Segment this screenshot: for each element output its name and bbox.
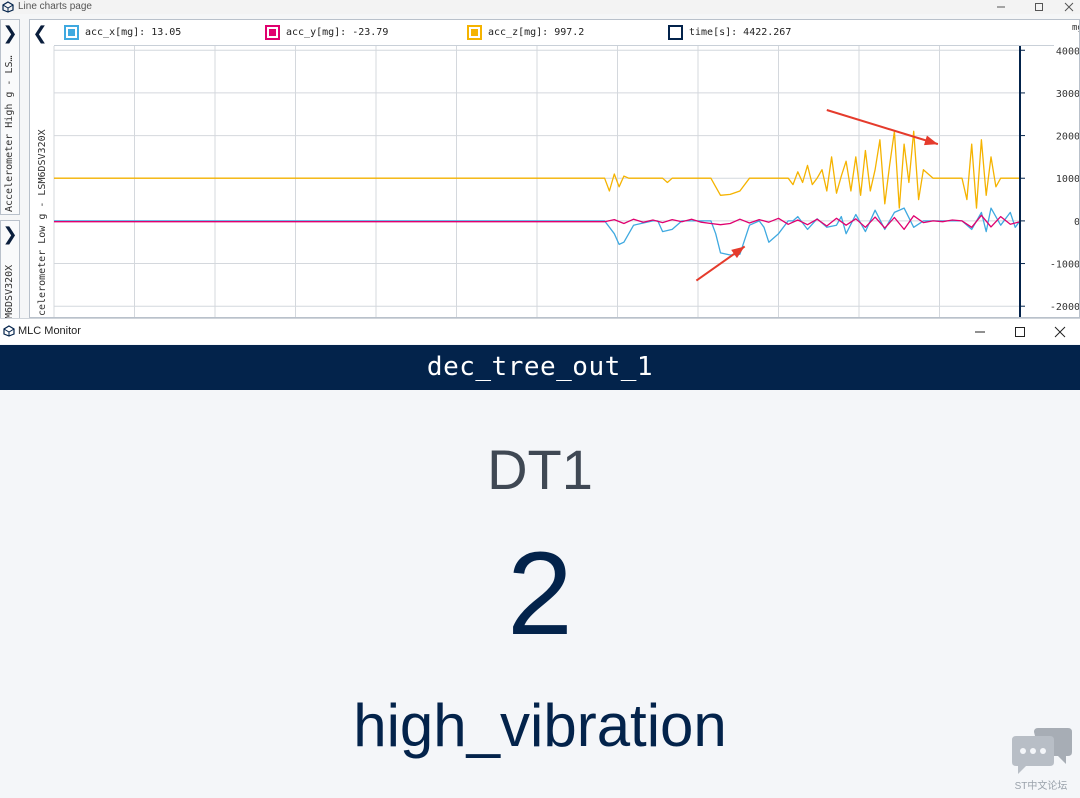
line-chart[interactable]: mg 4000 3000 2000 1000 0 -1000 -2000 <box>30 20 1080 318</box>
legend-label: acc_y[mg]: -23.79 <box>286 27 389 38</box>
maximize-icon <box>1035 3 1043 11</box>
close-icon <box>1054 326 1066 337</box>
y-tick-label: 3000 <box>1056 89 1080 100</box>
y-tick-label: -1000 <box>1050 260 1080 271</box>
window-title: MLC Monitor <box>18 325 81 337</box>
y-tick-label: 0 <box>1074 217 1080 228</box>
mlc-monitor-window: MLC Monitor dec_tree_out_1 DT1 2 high_vi… <box>0 318 1080 798</box>
chart-panel: ❮ celerometer Low g - LSM6DSV320X mg4000… <box>29 19 1080 318</box>
legend-swatch <box>265 25 280 40</box>
annotation-arrow-head <box>731 246 745 259</box>
expand-chevron-icon[interactable]: ❯ <box>2 23 18 44</box>
side-panel-high-g[interactable]: ❯ Accelerometer High g - LS… <box>0 19 20 215</box>
expand-chevron-icon[interactable]: ❯ <box>2 224 18 245</box>
y-axis-background <box>1020 20 1079 317</box>
collapse-chevron-icon[interactable]: ❮ <box>32 23 48 44</box>
series-line-acc-y-mg- <box>54 214 1021 231</box>
mlc-output-header: dec_tree_out_1 <box>0 345 1080 390</box>
close-button[interactable] <box>1040 319 1080 344</box>
title-bar[interactable]: MLC Monitor <box>0 319 1080 344</box>
minimize-button[interactable] <box>982 0 1020 14</box>
legend-swatch <box>64 25 79 40</box>
legend-item-acc-y[interactable]: acc_y[mg]: -23.79 <box>265 25 388 40</box>
legend-label: acc_z[mg]: 997.2 <box>488 27 585 38</box>
y-tick-label: 1000 <box>1056 174 1080 185</box>
side-label-low-g: M6DSV320X <box>4 264 15 318</box>
close-icon <box>1064 2 1074 12</box>
annotation-arrow-shaft <box>826 109 939 146</box>
close-button[interactable] <box>1058 0 1080 14</box>
y-tick-label: 2000 <box>1056 132 1080 143</box>
app-logo-icon <box>2 1 14 13</box>
app-logo-icon <box>3 325 15 337</box>
legend-item-acc-x[interactable]: acc_x[mg]: 13.05 <box>64 25 181 40</box>
maximize-button[interactable] <box>1000 319 1040 344</box>
y-axis-unit: mg <box>1072 23 1080 33</box>
legend-item-acc-z[interactable]: acc_z[mg]: 997.2 <box>467 25 584 40</box>
maximize-icon <box>1015 326 1025 337</box>
minimize-icon <box>975 331 985 332</box>
mlc-output-name: DT1 <box>487 438 593 501</box>
mlc-output-value: 2 <box>507 528 573 660</box>
series-line-acc-z-mg- <box>54 130 1020 209</box>
mlc-output-class-label: high_vibration <box>353 692 727 759</box>
maximize-button[interactable] <box>1020 0 1058 14</box>
y-tick-label: 4000 <box>1056 46 1080 57</box>
legend-swatch <box>668 25 683 40</box>
legend-label: acc_x[mg]: 13.05 <box>85 27 182 38</box>
legend-swatch <box>467 25 482 40</box>
chart-legend: acc_x[mg]: 13.05 acc_y[mg]: -23.79 acc_z… <box>54 20 1054 46</box>
y-tick-label: -2000 <box>1050 302 1080 313</box>
window-title: Line charts page <box>18 1 92 12</box>
minimize-icon <box>997 6 1005 8</box>
side-panel-low-g[interactable]: ❯ M6DSV320X <box>0 220 20 318</box>
watermark-text: ST中文论坛 <box>1014 781 1068 792</box>
line-charts-window: Line charts page ❯ Accelerometer High g … <box>0 0 1080 318</box>
legend-item-time[interactable]: time[s]: 4422.267 <box>668 25 791 40</box>
title-bar[interactable]: Line charts page <box>0 0 1080 14</box>
chat-bubble-icon <box>1012 728 1072 774</box>
annotation-arrow-head <box>923 135 938 146</box>
side-label-high-g: Accelerometer High g - LS… <box>4 55 15 212</box>
minimize-button[interactable] <box>960 319 1000 344</box>
legend-label: time[s]: 4422.267 <box>689 27 792 38</box>
forum-watermark: ST中文论坛 <box>1006 726 1076 792</box>
